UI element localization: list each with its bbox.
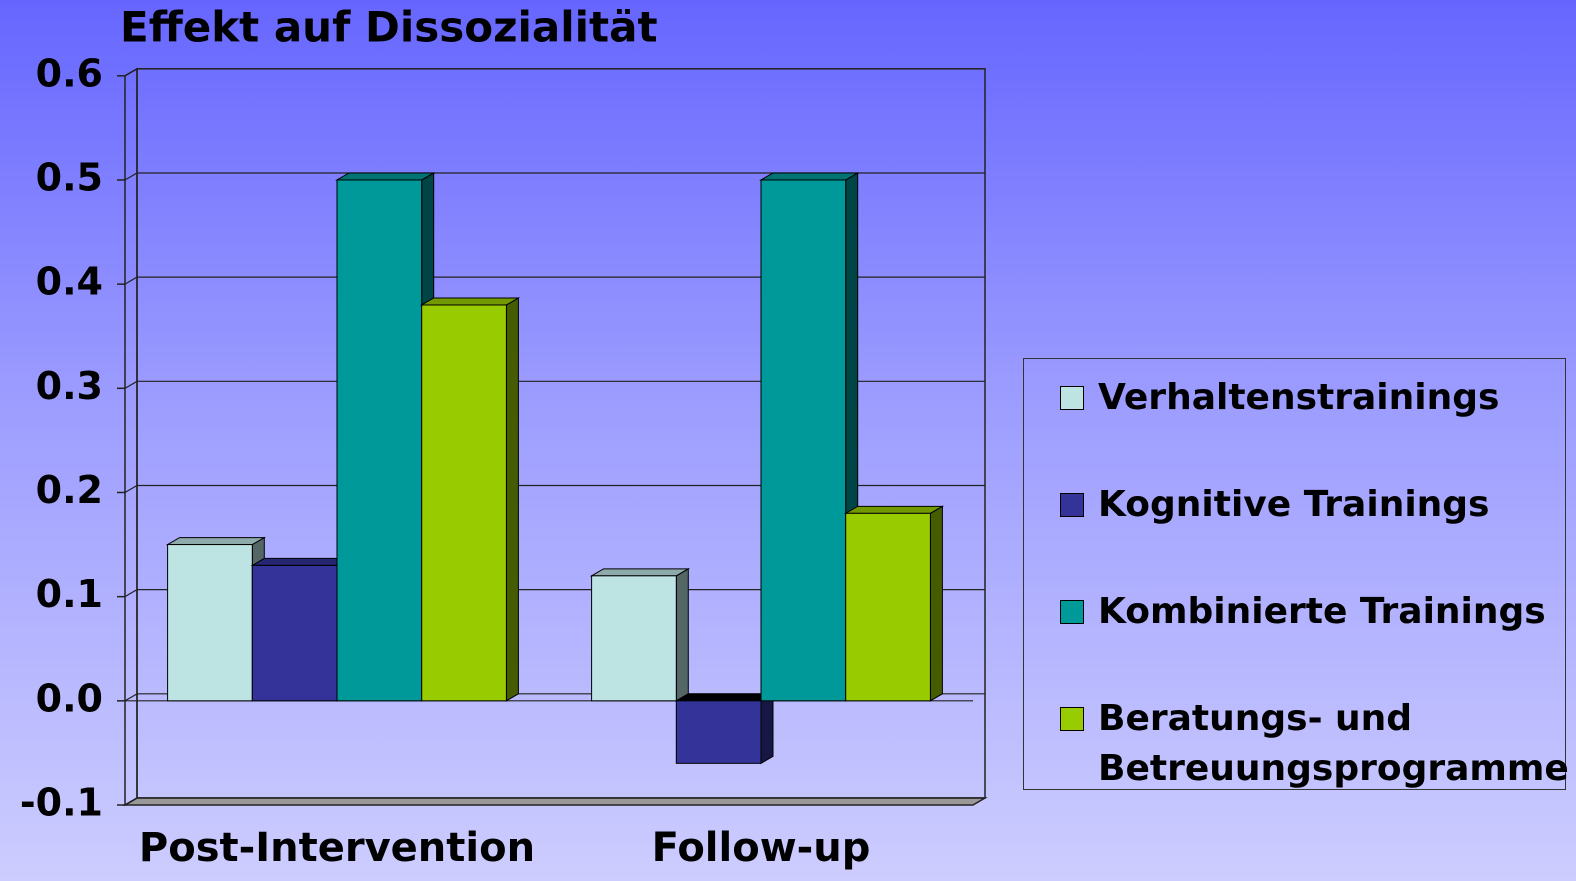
legend-label: Kombinierte Trainings (1098, 591, 1546, 632)
bar-front (167, 544, 253, 702)
bar-front (760, 179, 847, 702)
bar-top (674, 693, 775, 702)
legend-swatch (1060, 707, 1084, 731)
legend-entry: Kognitive Trainings (1060, 480, 1565, 587)
legend-entry: Verhaltenstrainings (1060, 373, 1565, 480)
legend-label: Verhaltenstrainings (1098, 377, 1500, 418)
bar (759, 172, 860, 702)
bar-top (335, 172, 436, 181)
bar (335, 172, 436, 702)
bar (250, 557, 351, 702)
y-tick-label: 0.6 (36, 51, 103, 95)
bar-front (845, 512, 931, 702)
legend-entry: Beratungs- und Betreuungsprogramme (1060, 694, 1569, 801)
y-tick-label: -0.1 (20, 781, 103, 825)
grid-line (124, 380, 985, 389)
chart-title: Effekt auf Dissozialität (120, 3, 658, 52)
y-tick-label: 0.0 (36, 676, 103, 720)
bar-front (251, 564, 338, 702)
y-tick-label: 0.4 (36, 260, 103, 304)
bar-top (843, 505, 945, 514)
bar-top (165, 537, 267, 546)
bar-top (759, 172, 860, 181)
bar (589, 567, 691, 702)
grid-line (124, 172, 985, 181)
legend-swatch (1060, 386, 1084, 410)
bar-side (760, 692, 774, 765)
bar-side (929, 505, 943, 702)
bar-top (589, 568, 691, 577)
grid-line (124, 797, 985, 806)
plot-floor (122, 797, 988, 806)
bar-side (505, 297, 519, 702)
y-tick-label: 0.2 (36, 468, 103, 512)
grid-line (124, 276, 985, 285)
legend-label: Kognitive Trainings (1098, 484, 1490, 525)
grid-line (124, 68, 985, 77)
bar-front (591, 575, 677, 702)
bar (843, 505, 945, 702)
bar-front (336, 179, 423, 702)
bar (674, 692, 775, 765)
legend: Verhaltenstrainings Kognitive Trainings Ko… (1023, 358, 1569, 790)
legend-swatch (1060, 600, 1084, 624)
grid-line (124, 484, 985, 494)
y-tick-label: 0.5 (36, 155, 103, 199)
bar-top (250, 557, 351, 566)
x-tick-label: Post-Intervention (139, 825, 535, 871)
bar-top (419, 297, 521, 306)
bar (419, 297, 521, 702)
legend-label: Beratungs- und Betreuungsprogramme (1098, 698, 1569, 789)
bar-side (675, 567, 689, 702)
legend-entry: Kombinierte Trainings (1060, 587, 1565, 694)
bar (165, 536, 267, 702)
y-tick-label: 0.1 (36, 572, 103, 616)
bar-front (421, 304, 507, 702)
x-tick-label: Follow-up (652, 825, 871, 871)
y-tick-label: 0.3 (36, 364, 103, 408)
legend-swatch (1060, 493, 1084, 517)
bar-front (675, 700, 762, 764)
grid-line (124, 589, 985, 598)
